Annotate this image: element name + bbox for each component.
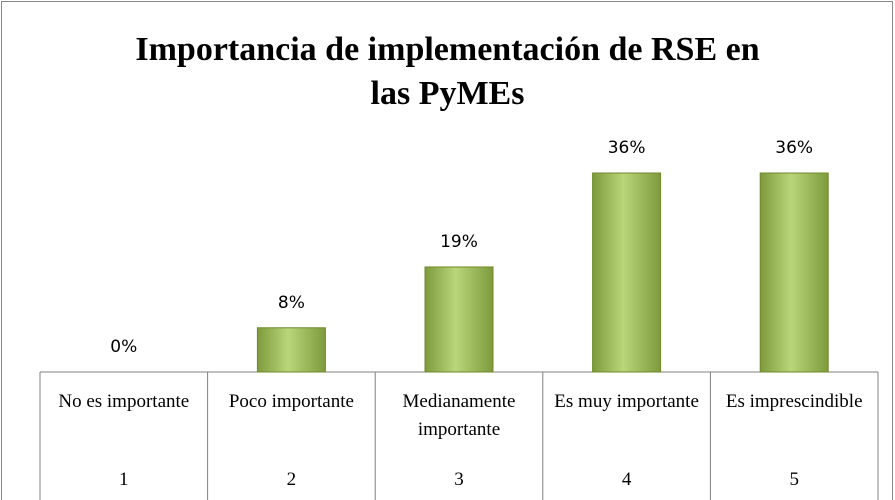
- data-label: 36%: [608, 138, 646, 158]
- category-label: Es muy importante: [554, 391, 699, 412]
- data-label: 36%: [775, 138, 813, 158]
- chart-title: Importancia de implementación de RSE en …: [135, 31, 760, 112]
- data-label: 8%: [278, 293, 305, 313]
- category-label: Es imprescindible: [725, 391, 863, 412]
- category-label: Poco importante: [228, 391, 354, 412]
- bar: [424, 266, 494, 373]
- bar: [256, 327, 326, 373]
- data-label: 19%: [440, 232, 478, 252]
- category-label: Medianamente importante: [402, 391, 516, 440]
- category-label: No es importante: [58, 391, 190, 412]
- bar: [592, 172, 662, 373]
- bar: [759, 172, 829, 373]
- category-number: 2: [286, 469, 297, 490]
- category-number: 3: [454, 469, 464, 490]
- category-number: 1: [119, 469, 129, 490]
- category-number: 4: [621, 469, 632, 490]
- category-number: 5: [789, 469, 799, 490]
- data-label: 0%: [110, 337, 137, 357]
